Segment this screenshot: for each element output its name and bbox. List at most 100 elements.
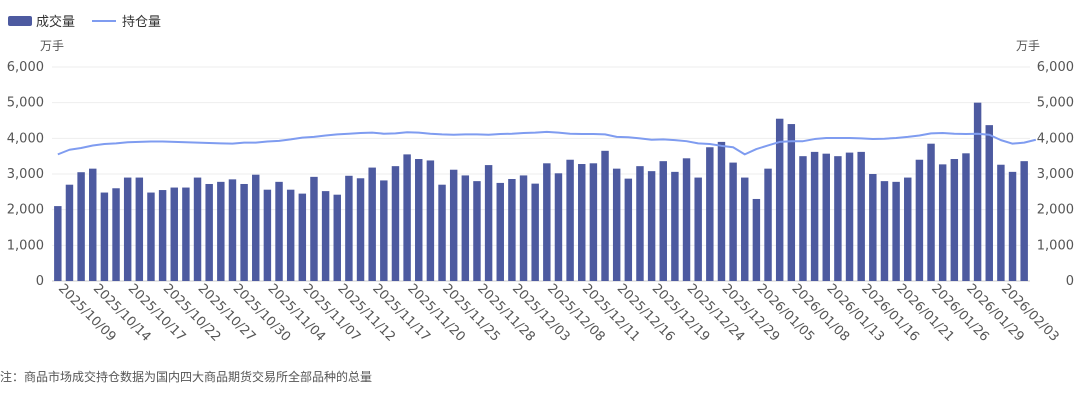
volume-bar — [752, 198, 761, 281]
open-interest-line — [57, 130, 1037, 156]
volume-bar — [217, 181, 225, 281]
volume-bar — [135, 177, 144, 281]
volume-bar — [170, 187, 178, 281]
right-y-tick-label: 5,000 — [1037, 96, 1074, 111]
volume-bar — [636, 166, 644, 281]
x-tick-labels: 2025/10/092025/10/142025/10/172025/10/22… — [55, 281, 1062, 345]
volume-bar — [54, 206, 62, 281]
volume-bar — [298, 193, 307, 281]
volume-bar — [321, 191, 330, 281]
volume-bar — [997, 164, 1005, 281]
left-y-tick-label: 6,000 — [7, 60, 44, 75]
volume-bars — [54, 102, 1028, 282]
volume-bar — [869, 174, 877, 281]
volume-bar — [706, 147, 714, 281]
volume-bar — [65, 184, 74, 281]
right-y-tick-label: 3,000 — [1037, 167, 1074, 182]
volume-bar — [193, 177, 202, 281]
volume-bar — [240, 183, 248, 281]
volume-bar — [775, 118, 784, 281]
right-y-tick-label: 6,000 — [1037, 60, 1074, 75]
left-axis-unit: 万手 — [40, 39, 64, 53]
volume-bar — [519, 175, 528, 281]
volume-bar — [531, 183, 539, 281]
volume-bar — [123, 177, 132, 281]
left-y-tick-label: 3,000 — [7, 167, 44, 182]
volume-bar — [112, 188, 120, 281]
volume-bar — [659, 161, 667, 281]
volume-bar — [228, 179, 237, 281]
volume-bar — [682, 158, 691, 281]
volume-bar — [1020, 161, 1028, 281]
open-interest-line-group — [57, 130, 1037, 156]
volume-bar — [286, 189, 295, 281]
right-y-tick-label: 2,000 — [1037, 203, 1074, 218]
volume-bar — [741, 177, 749, 281]
left-y-tick-label: 2,000 — [7, 203, 44, 218]
volume-bar — [438, 184, 446, 281]
volume-bar — [554, 173, 563, 281]
right-axis-unit: 万手 — [1016, 39, 1040, 53]
gridlines — [52, 66, 1030, 282]
volume-bar — [927, 143, 935, 281]
left-y-tick-label: 1,000 — [7, 238, 44, 253]
volume-bar — [973, 102, 982, 282]
volume-bar — [647, 171, 656, 281]
volume-bar — [624, 178, 633, 281]
volume-bar — [484, 165, 493, 281]
volume-bar — [100, 192, 109, 281]
volume-bar — [904, 177, 912, 281]
volume-bar — [787, 124, 796, 281]
legend: 成交量 持仓量 — [8, 14, 161, 30]
right-y-tick-label: 4,000 — [1037, 131, 1074, 146]
volume-bar — [158, 190, 167, 281]
volume-bar — [810, 151, 819, 281]
left-y-tick-labels: 0 1,000 2,000 3,000 4,000 5,000 6,000 — [7, 60, 44, 289]
volume-bar — [880, 181, 889, 281]
volume-bar — [333, 194, 341, 281]
volume-bar — [345, 175, 353, 281]
legend-label-volume: 成交量 — [36, 14, 75, 30]
volume-bar — [892, 181, 900, 281]
volume-bar — [601, 150, 609, 281]
volume-bar — [915, 159, 924, 281]
footnote: 注：商品市场成交持仓数据为国内四大商品期货交易所全部品种的总量 — [0, 370, 373, 384]
volume-bar — [310, 176, 318, 281]
volume-bar — [356, 178, 365, 281]
volume-bar — [508, 178, 516, 281]
volume-bar — [834, 156, 842, 281]
volume-bar — [252, 174, 260, 281]
volume-bar — [799, 156, 807, 281]
volume-bar — [845, 152, 854, 281]
volume-bar — [275, 181, 283, 281]
volume-bar — [182, 187, 190, 281]
volume-bar — [380, 180, 388, 281]
volume-bar — [449, 169, 458, 281]
volume-bar — [205, 183, 213, 281]
volume-bar — [461, 175, 470, 281]
volume-bar — [589, 163, 598, 281]
volume-bar — [496, 182, 504, 281]
volume-bar — [717, 141, 726, 281]
right-y-tick-labels: 0 1,000 2,000 3,000 4,000 5,000 6,000 — [1037, 60, 1074, 289]
volume-open-interest-chart: 成交量 持仓量 万手 万手 0 1,000 2,000 3,000 4,000 5,000… — [7, 14, 1074, 345]
volume-bar — [566, 159, 574, 281]
volume-bar — [764, 168, 772, 281]
right-y-tick-label: 1,000 — [1037, 238, 1074, 253]
volume-bar — [77, 172, 85, 281]
volume-bar — [403, 154, 411, 281]
left-y-tick-label: 4,000 — [7, 131, 44, 146]
volume-bar — [147, 192, 155, 281]
left-y-tick-label: 5,000 — [7, 96, 44, 111]
volume-bar — [950, 159, 959, 281]
volume-bar — [578, 164, 586, 281]
volume-bar — [391, 166, 400, 281]
volume-bar — [89, 168, 97, 281]
volume-bar — [368, 167, 376, 281]
right-y-tick-label: 0 — [1066, 274, 1074, 289]
volume-bar — [473, 181, 481, 281]
volume-bar — [985, 125, 993, 282]
left-y-tick-label: 0 — [36, 274, 44, 289]
volume-bar — [938, 164, 947, 281]
legend-label-open-interest: 持仓量 — [122, 15, 161, 30]
